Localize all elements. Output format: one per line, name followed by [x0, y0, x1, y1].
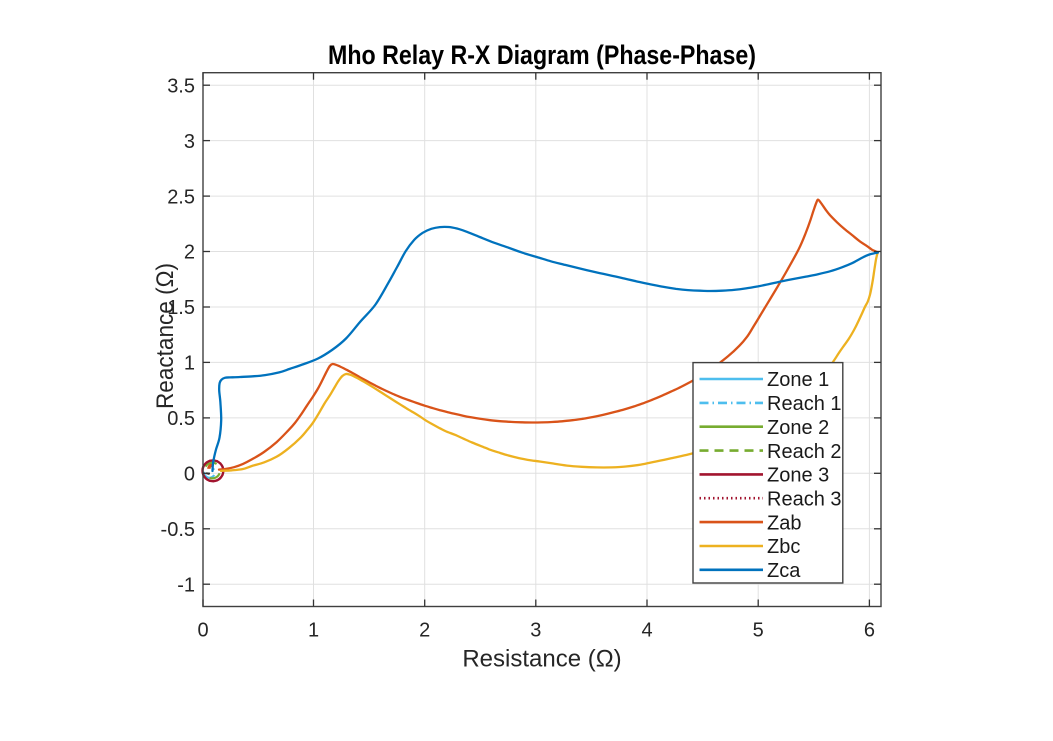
svg-text:3: 3	[184, 131, 195, 153]
svg-text:4: 4	[641, 620, 652, 642]
svg-text:6: 6	[864, 620, 875, 642]
svg-text:Zone 2: Zone 2	[767, 417, 829, 439]
svg-text:5: 5	[753, 620, 764, 642]
svg-text:Zone 1: Zone 1	[767, 369, 829, 391]
svg-text:0: 0	[184, 464, 195, 486]
svg-text:1: 1	[184, 353, 195, 375]
svg-text:Resistance (Ω): Resistance (Ω)	[462, 646, 621, 673]
svg-text:2: 2	[419, 620, 430, 642]
svg-text:Reach 3: Reach 3	[767, 488, 842, 510]
svg-text:-0.5: -0.5	[161, 519, 195, 541]
svg-text:0: 0	[197, 620, 208, 642]
svg-text:-1: -1	[177, 574, 195, 596]
svg-text:Zone 3: Zone 3	[767, 465, 829, 487]
svg-text:0.5: 0.5	[167, 408, 195, 430]
svg-text:2.5: 2.5	[167, 186, 195, 208]
svg-text:1.5: 1.5	[167, 297, 195, 319]
svg-text:2: 2	[184, 242, 195, 264]
svg-text:3.5: 3.5	[167, 75, 195, 97]
svg-text:Zbc: Zbc	[767, 536, 800, 558]
svg-text:1: 1	[308, 620, 319, 642]
svg-text:3: 3	[530, 620, 541, 642]
svg-text:Reach 2: Reach 2	[767, 441, 842, 463]
svg-text:Zca: Zca	[767, 560, 801, 582]
svg-text:Reach 1: Reach 1	[767, 393, 842, 415]
svg-text:Zab: Zab	[767, 512, 801, 534]
svg-text:Reactance (Ω): Reactance (Ω)	[152, 263, 179, 409]
svg-text:Mho Relay R-X Diagram (Phase-P: Mho Relay R-X Diagram (Phase-Phase)	[328, 40, 756, 70]
